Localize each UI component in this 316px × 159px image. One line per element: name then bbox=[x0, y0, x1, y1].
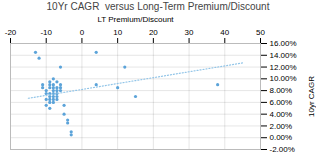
svg-text:4.00%: 4.00% bbox=[270, 110, 293, 119]
svg-text:10: 10 bbox=[113, 28, 122, 37]
svg-text:40: 40 bbox=[220, 28, 229, 37]
svg-text:-2.00%: -2.00% bbox=[270, 145, 295, 154]
svg-text:-20: -20 bbox=[5, 28, 17, 37]
svg-text:LT Premium/Discount: LT Premium/Discount bbox=[97, 15, 174, 24]
svg-text:10.00%: 10.00% bbox=[270, 74, 297, 83]
svg-text:12.00%: 12.00% bbox=[270, 63, 297, 72]
svg-text:10yr CAGR: 10yr CAGR bbox=[307, 76, 316, 117]
svg-text:20: 20 bbox=[149, 28, 158, 37]
svg-text:50: 50 bbox=[256, 28, 265, 37]
svg-text:-10: -10 bbox=[40, 28, 52, 37]
svg-text:8.00%: 8.00% bbox=[270, 86, 293, 95]
svg-text:2.00%: 2.00% bbox=[270, 122, 293, 131]
svg-text:0: 0 bbox=[80, 28, 85, 37]
svg-text:30: 30 bbox=[185, 28, 194, 37]
html-text:10Yr CAGR versus Long-Term Pre: 10Yr CAGR versus Long-Term Premium/Disco… bbox=[46, 1, 270, 12]
svg-text:0.00%: 0.00% bbox=[270, 133, 293, 142]
svg-text:6.00%: 6.00% bbox=[270, 98, 293, 107]
svg-text:16.00%: 16.00% bbox=[270, 39, 297, 48]
svg-text:14.00%: 14.00% bbox=[270, 51, 297, 60]
